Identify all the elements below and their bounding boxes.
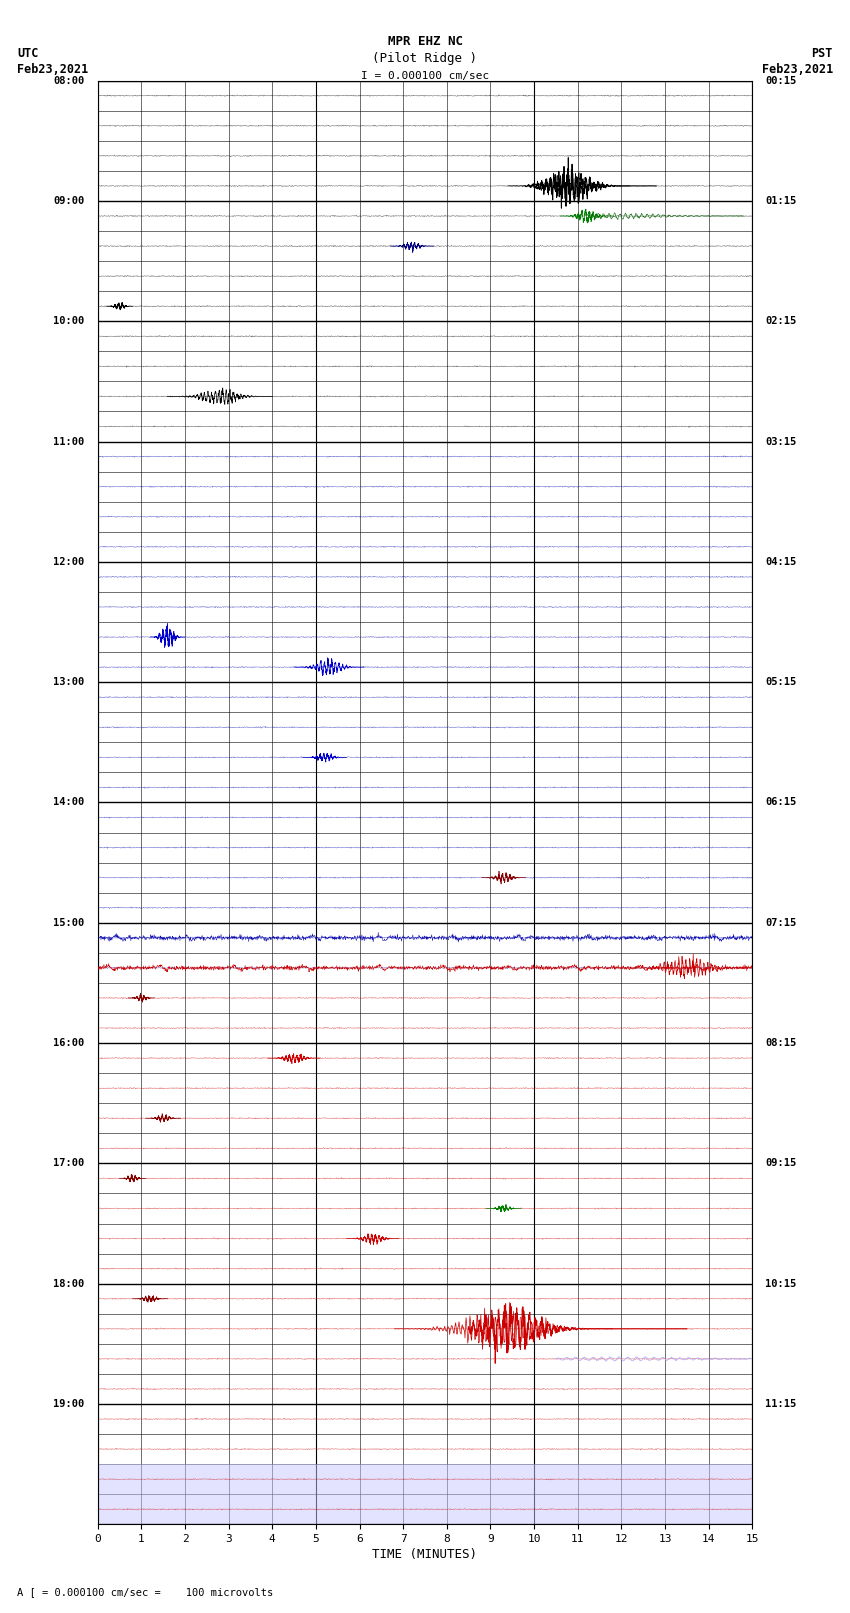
Text: 03:15: 03:15 (765, 437, 796, 447)
Text: 07:15: 07:15 (765, 918, 796, 927)
Text: 17:00: 17:00 (54, 1158, 85, 1168)
Text: 09:00: 09:00 (54, 195, 85, 206)
Text: 11:00: 11:00 (54, 437, 85, 447)
Text: I = 0.000100 cm/sec: I = 0.000100 cm/sec (361, 71, 489, 81)
Text: 10:15: 10:15 (765, 1279, 796, 1289)
Text: 18:00: 18:00 (54, 1279, 85, 1289)
Text: 02:15: 02:15 (765, 316, 796, 326)
Text: Feb23,2021: Feb23,2021 (762, 63, 833, 76)
Text: 15:00: 15:00 (54, 918, 85, 927)
Text: 09:15: 09:15 (765, 1158, 796, 1168)
Text: UTC: UTC (17, 47, 38, 60)
Text: 12:00: 12:00 (54, 556, 85, 566)
Text: 04:15: 04:15 (765, 556, 796, 566)
Text: 06:15: 06:15 (765, 797, 796, 808)
Text: 08:00: 08:00 (54, 76, 85, 85)
Bar (98, 1465, 752, 1524)
Text: 00:15: 00:15 (765, 76, 796, 85)
Text: 01:15: 01:15 (765, 195, 796, 206)
Text: 10:00: 10:00 (54, 316, 85, 326)
Text: MPR EHZ NC: MPR EHZ NC (388, 35, 462, 48)
Text: 16:00: 16:00 (54, 1039, 85, 1048)
Text: 13:00: 13:00 (54, 677, 85, 687)
Text: 19:00: 19:00 (54, 1398, 85, 1410)
X-axis label: TIME (MINUTES): TIME (MINUTES) (372, 1548, 478, 1561)
Text: 08:15: 08:15 (765, 1039, 796, 1048)
Text: 11:15: 11:15 (765, 1398, 796, 1410)
Text: 14:00: 14:00 (54, 797, 85, 808)
Text: 05:15: 05:15 (765, 677, 796, 687)
Text: (Pilot Ridge ): (Pilot Ridge ) (372, 52, 478, 65)
Text: PST: PST (812, 47, 833, 60)
Text: Feb23,2021: Feb23,2021 (17, 63, 88, 76)
Text: A [ = 0.000100 cm/sec =    100 microvolts: A [ = 0.000100 cm/sec = 100 microvolts (17, 1587, 273, 1597)
